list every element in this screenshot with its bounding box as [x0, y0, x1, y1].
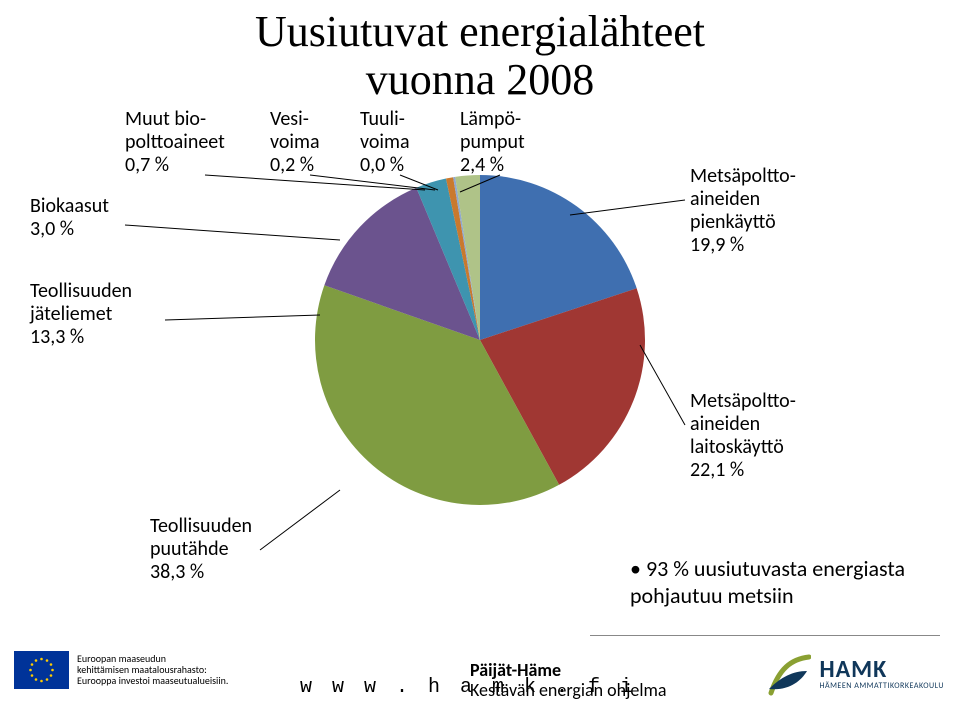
- slice-label: Teollisuuden puutähde 38,3 %: [150, 515, 252, 584]
- hamk-big: HAMK: [819, 659, 944, 681]
- title-line1: Uusiutuvat energialähteet: [255, 7, 705, 56]
- slice-label: Vesi- voima 0,2 %: [270, 108, 320, 177]
- title-line2: vuonna 2008: [366, 55, 595, 104]
- slice-label: Biokaasut 3,0 %: [30, 195, 109, 241]
- hamk-small: HÄMEEN AMMATTIKORKEAKOULU: [819, 681, 944, 691]
- slide: Uusiutuvat energialähteet vuonna 2008 Me…: [0, 0, 960, 705]
- eu-text: Euroopan maaseudun kehittämisen maatalou…: [77, 653, 228, 686]
- slice-label: Teollisuuden jäteliemet 13,3 %: [30, 280, 132, 349]
- program-sub: Kestävän energian ohjelma: [470, 680, 666, 701]
- footer: Euroopan maaseudun kehittämisen maatalou…: [0, 635, 960, 705]
- pie-chart: Metsäpoltto- aineiden pienkäyttö 19,9 % M…: [30, 110, 930, 590]
- leader-line: [165, 315, 320, 320]
- slice-label: Tuuli- voima 0,0 %: [360, 108, 410, 177]
- eu-flag-icon: [14, 651, 69, 689]
- footer-rule: [590, 635, 940, 636]
- page-title: Uusiutuvat energialähteet vuonna 2008: [0, 8, 960, 105]
- eu-logo: Euroopan maaseudun kehittämisen maatalou…: [14, 642, 274, 697]
- pie-svg: [310, 170, 650, 510]
- note-text: 93 % uusiutuvasta energiasta pohjautuu m…: [630, 555, 960, 609]
- leader-line: [125, 225, 340, 240]
- program-name: Päijät-Häme Kestävän energian ohjelma: [470, 660, 666, 701]
- slice-label: Muut bio- polttoaineet 0,7 %: [125, 108, 225, 177]
- hamk-logo: HAMK HÄMEEN AMMATTIKORKEAKOULU: [767, 653, 944, 697]
- slice-label: Metsäpoltto- aineiden pienkäyttö 19,9 %: [690, 165, 796, 257]
- slice-label: Metsäpoltto- aineiden laitoskäyttö 22,1 …: [690, 390, 796, 482]
- hamk-text: HAMK HÄMEEN AMMATTIKORKEAKOULU: [819, 659, 944, 691]
- program-title: Päijät-Häme: [470, 660, 666, 681]
- slice-label: Lämpö- pumput 2,4 %: [460, 108, 525, 177]
- hamk-mark-icon: [767, 653, 811, 697]
